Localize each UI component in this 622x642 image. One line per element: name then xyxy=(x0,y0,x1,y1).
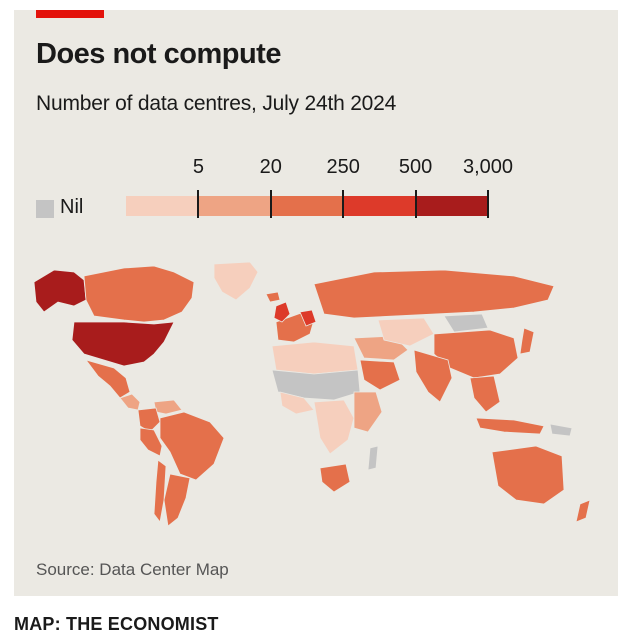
region-argentina xyxy=(163,473,191,527)
region-united-kingdom xyxy=(273,301,291,323)
legend-swatch-4 xyxy=(415,196,488,216)
region-new-zealand xyxy=(575,499,591,523)
region-south-africa xyxy=(319,463,351,493)
region-peru xyxy=(139,427,163,457)
legend-tick-label: 250 xyxy=(326,156,360,178)
legend-tick xyxy=(487,190,489,218)
region-iceland xyxy=(265,291,281,303)
credit-line: MAP: THE ECONOMIST xyxy=(14,614,219,634)
legend-tick-label: 500 xyxy=(398,156,433,178)
legend-tick xyxy=(269,190,272,218)
region-saudi-arabia xyxy=(359,359,401,391)
legend-tick-label: 20 xyxy=(259,156,282,178)
region-alaska xyxy=(33,269,87,313)
map-card: Does not compute Number of data centres,… xyxy=(14,10,618,596)
legend-swatch-3 xyxy=(343,196,416,216)
legend-swatch-0 xyxy=(126,196,199,216)
region-india xyxy=(413,349,453,403)
region-russia xyxy=(313,269,555,319)
legend-tick xyxy=(197,190,200,218)
source-note: Source: Data Center Map xyxy=(36,560,229,579)
brand-tag xyxy=(36,10,104,18)
legend-nil-swatch xyxy=(36,200,54,218)
region-germany xyxy=(299,309,317,327)
region-brazil xyxy=(159,411,225,481)
legend-nil-label: Nil xyxy=(60,196,84,218)
region-venezuela xyxy=(153,399,183,415)
region-colombia xyxy=(137,407,161,433)
region-greenland xyxy=(213,261,259,301)
region-mexico xyxy=(84,359,131,399)
region-japan xyxy=(519,327,535,355)
world-map xyxy=(33,261,591,527)
region-north-africa xyxy=(271,341,359,375)
region-central-asia xyxy=(377,317,435,347)
map-regions xyxy=(33,261,591,527)
legend-tick-label: 3,000 xyxy=(462,156,514,178)
region-east-africa xyxy=(353,391,383,433)
region-central-america xyxy=(119,393,141,411)
region-madagascar xyxy=(367,445,379,471)
chart-subtitle: Number of data centres, July 24th 2024 xyxy=(36,92,397,115)
legend-tick xyxy=(342,190,345,218)
region-mongolia xyxy=(443,313,489,333)
region-southeast-asia xyxy=(469,375,501,413)
legend-swatch-2 xyxy=(270,196,344,216)
region-west-africa xyxy=(279,391,315,415)
region-indonesia xyxy=(475,417,545,435)
region-chile xyxy=(153,459,167,523)
region-canada xyxy=(83,265,195,323)
region-united-states xyxy=(71,321,175,367)
legend-tick-label: 5 xyxy=(192,156,204,178)
region-papua-new-guinea xyxy=(549,423,573,437)
legend-tick xyxy=(414,190,417,218)
chart-title: Does not compute xyxy=(36,38,281,70)
legend-color-scale xyxy=(126,196,488,216)
legend-swatch-1 xyxy=(198,196,271,216)
region-central-africa xyxy=(313,399,355,455)
region-australia xyxy=(491,445,565,505)
